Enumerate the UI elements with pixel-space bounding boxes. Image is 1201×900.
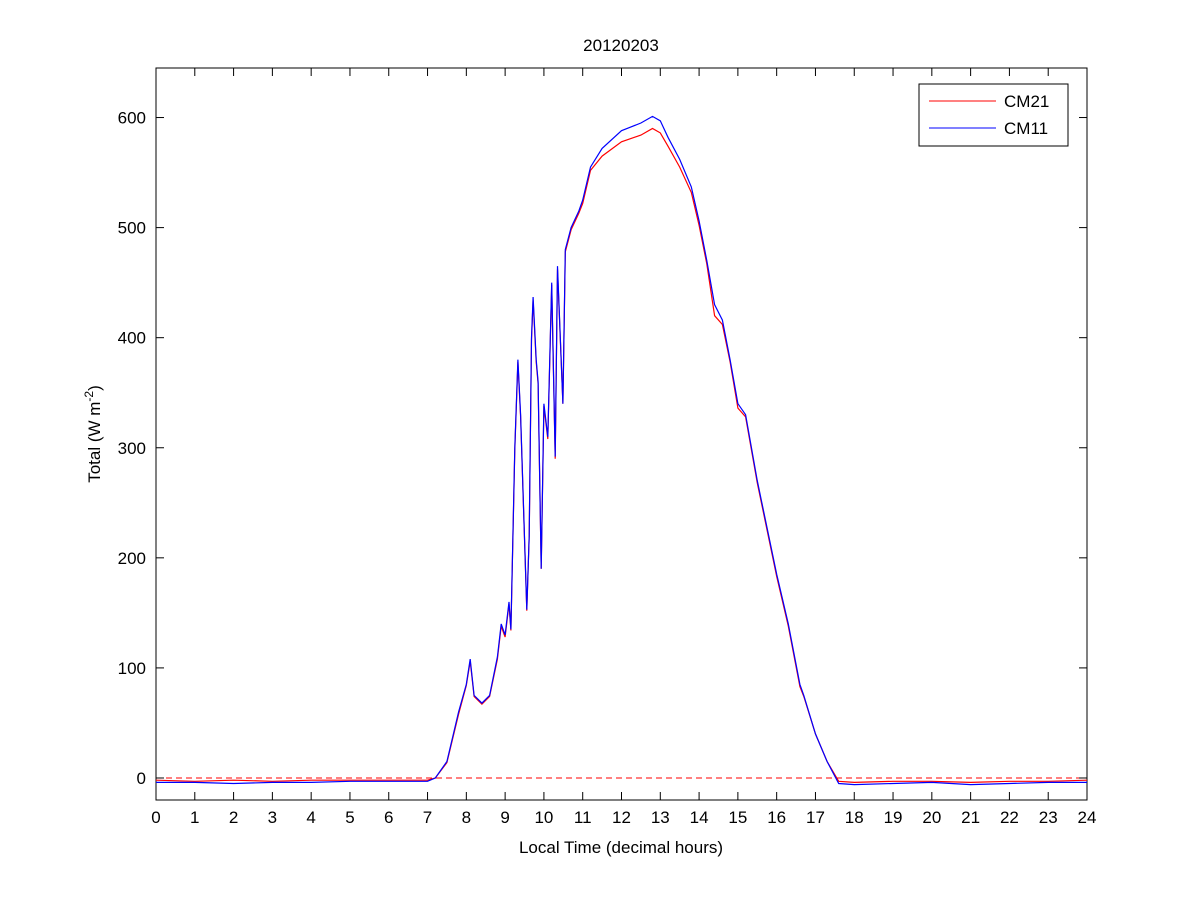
x-axis-label: Local Time (decimal hours)	[519, 838, 723, 857]
chart-title: 20120203	[583, 36, 659, 55]
x-tick-label: 23	[1039, 808, 1058, 827]
series-line-cm11	[156, 115, 1087, 786]
x-tick-label: 12	[612, 808, 631, 827]
x-tick-label: 24	[1078, 808, 1097, 827]
x-tick-label: 2	[229, 808, 238, 827]
x-tick-label: 18	[845, 808, 864, 827]
x-tick-label: 19	[884, 808, 903, 827]
y-tick-label: 300	[118, 439, 146, 458]
legend-box	[918, 83, 1069, 147]
x-tick-label: 20	[922, 808, 941, 827]
legend-label-cm11: CM11	[1004, 119, 1048, 138]
x-tick-label: 7	[423, 808, 432, 827]
legend-label-cm21: CM21	[1004, 92, 1049, 111]
x-tick-label: 21	[961, 808, 980, 827]
x-tick-label: 3	[268, 808, 277, 827]
x-tick-label: 17	[806, 808, 825, 827]
y-axis-label: Total (W m-2)	[82, 385, 104, 483]
x-tick-label: 14	[690, 808, 709, 827]
x-tick-label: 15	[728, 808, 747, 827]
y-tick-label: 400	[118, 329, 146, 348]
x-tick-label: 8	[462, 808, 471, 827]
x-tick-label: 9	[500, 808, 509, 827]
y-tick-label: 600	[118, 109, 146, 128]
y-tick-label: 200	[118, 549, 146, 568]
plot-area	[155, 67, 1088, 801]
legend: CM21 CM11	[918, 83, 1069, 147]
x-tick-label: 16	[767, 808, 786, 827]
x-tick-label: 11	[574, 808, 592, 827]
x-tick-label: 1	[190, 808, 199, 827]
y-tick-label: 100	[118, 659, 146, 678]
x-tick-label: 0	[151, 808, 160, 827]
y-tick-label: 500	[118, 219, 146, 238]
x-tick-label: 10	[534, 808, 553, 827]
x-tick-label: 22	[1000, 808, 1019, 827]
y-tick-label: 0	[137, 769, 146, 788]
x-tick-label: 6	[384, 808, 393, 827]
x-tick-label: 5	[345, 808, 354, 827]
x-tick-label: 13	[651, 808, 670, 827]
x-tick-label: 4	[306, 808, 315, 827]
